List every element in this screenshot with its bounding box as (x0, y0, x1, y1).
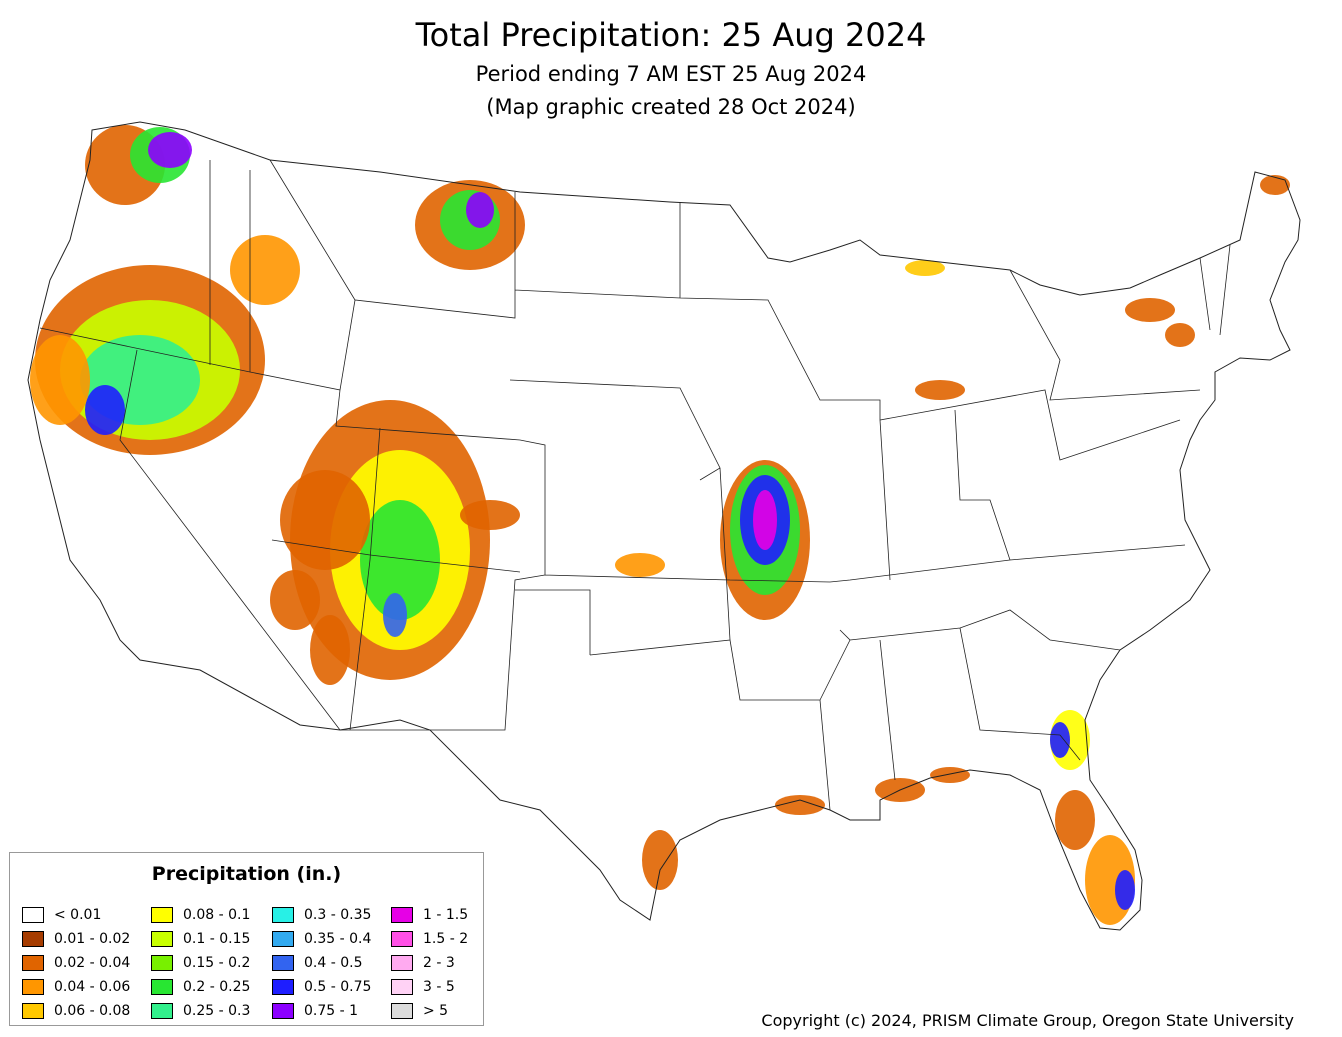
legend-item: 0.02 - 0.04 (22, 951, 130, 975)
legend-swatch (391, 1003, 413, 1019)
legend-swatch (272, 979, 294, 995)
legend-item: 0.04 - 0.06 (22, 975, 130, 999)
precipitation-area (270, 570, 320, 630)
precipitation-area (930, 767, 970, 783)
legend-item: 0.75 - 1 (272, 999, 371, 1023)
legend-swatch (272, 1003, 294, 1019)
precipitation-area (642, 830, 678, 890)
legend-item: 2 - 3 (391, 951, 468, 975)
legend-label: 0.01 - 0.02 (54, 931, 131, 947)
legend-item: 3 - 5 (391, 975, 468, 999)
precipitation-area (753, 490, 777, 550)
legend-swatch (22, 955, 44, 971)
legend-column-2: 0.08 - 0.1 0.1 - 0.15 0.15 - 0.2 0.2 - 0.25… (151, 903, 250, 1023)
legend-swatch (151, 955, 173, 971)
legend-item: > 5 (391, 999, 468, 1023)
precipitation-area (466, 192, 494, 228)
legend-label: 0.2 - 0.25 (183, 979, 251, 995)
legend-label: 1 - 1.5 (423, 907, 469, 923)
legend-label: 0.15 - 0.2 (183, 955, 251, 971)
legend-label: < 0.01 (54, 907, 102, 923)
legend-item: 0.08 - 0.1 (151, 903, 250, 927)
precipitation-area (230, 235, 300, 305)
precipitation-area (1050, 722, 1070, 758)
precipitation-area (460, 500, 520, 530)
precipitation-area (85, 385, 125, 435)
precipitation-area (615, 553, 665, 577)
legend-swatch (22, 907, 44, 923)
precipitation-area (775, 795, 825, 815)
legend-item: < 0.01 (22, 903, 130, 927)
legend-swatch (272, 907, 294, 923)
precipitation-areas (30, 125, 1290, 925)
legend-box: Precipitation (in.) < 0.01 0.01 - 0.02 0.0… (9, 852, 484, 1026)
legend-swatch (22, 1003, 44, 1019)
legend-label: 0.3 - 0.35 (304, 907, 372, 923)
legend-swatch (272, 955, 294, 971)
map-created-date: (Map graphic created 28 Oct 2024) (486, 95, 856, 119)
legend-label: 0.5 - 0.75 (304, 979, 372, 995)
precipitation-area (915, 380, 965, 400)
legend-label: 0.75 - 1 (304, 1003, 359, 1019)
legend-item: 1.5 - 2 (391, 927, 468, 951)
legend-column-1: < 0.01 0.01 - 0.02 0.02 - 0.04 0.04 - 0.06 0… (22, 903, 130, 1023)
legend-label: 0.1 - 0.15 (183, 931, 251, 947)
us-border (27, 121, 1301, 931)
legend-swatch (151, 931, 173, 947)
precipitation-area (148, 132, 192, 168)
legend-label: 1.5 - 2 (423, 931, 469, 947)
legend-swatch (391, 979, 413, 995)
legend-item: 1 - 1.5 (391, 903, 468, 927)
precipitation-area (280, 470, 370, 570)
legend-label: > 5 (423, 1003, 449, 1019)
legend-item: 0.15 - 0.2 (151, 951, 250, 975)
legend-item: 0.2 - 0.25 (151, 975, 250, 999)
precipitation-area (1115, 870, 1135, 910)
legend-item: 0.25 - 0.3 (151, 999, 250, 1023)
legend-swatch (22, 931, 44, 947)
legend-label: 0.04 - 0.06 (54, 979, 131, 995)
legend-swatch (22, 979, 44, 995)
legend-column-4: 1 - 1.5 1.5 - 2 2 - 3 3 - 5 > 5 (391, 903, 468, 1023)
legend-label: 0.4 - 0.5 (304, 955, 363, 971)
legend-label: 0.25 - 0.3 (183, 1003, 251, 1019)
legend-label: 2 - 3 (423, 955, 455, 971)
precipitation-area (1125, 298, 1175, 322)
precipitation-area (30, 335, 90, 425)
legend-swatch (151, 907, 173, 923)
precipitation-area (360, 500, 440, 620)
legend-item: 0.4 - 0.5 (272, 951, 371, 975)
precipitation-area (383, 593, 407, 637)
legend-item: 0.1 - 0.15 (151, 927, 250, 951)
legend-label: 0.35 - 0.4 (304, 931, 372, 947)
legend-item: 0.3 - 0.35 (272, 903, 371, 927)
legend-swatch (391, 907, 413, 923)
legend-label: 3 - 5 (423, 979, 455, 995)
legend-swatch (391, 955, 413, 971)
legend-label: 0.02 - 0.04 (54, 955, 131, 971)
legend-title: Precipitation (in.) (151, 863, 342, 885)
precipitation-area (310, 615, 350, 685)
precipitation-area (1055, 790, 1095, 850)
legend-swatch (151, 979, 173, 995)
map-title: Total Precipitation: 25 Aug 2024 (415, 16, 927, 54)
legend-item: 0.06 - 0.08 (22, 999, 130, 1023)
copyright-text: Copyright (c) 2024, PRISM Climate Group,… (761, 1011, 1294, 1030)
state-lines (39, 159, 1231, 811)
legend-item: 0.5 - 0.75 (272, 975, 371, 999)
legend-swatch (151, 1003, 173, 1019)
legend-label: 0.06 - 0.08 (54, 1003, 131, 1019)
legend-item: 0.01 - 0.02 (22, 927, 130, 951)
legend-swatch (391, 931, 413, 947)
map-subtitle: Period ending 7 AM EST 25 Aug 2024 (475, 62, 867, 86)
legend-swatch (272, 931, 294, 947)
legend-column-3: 0.3 - 0.35 0.35 - 0.4 0.4 - 0.5 0.5 - 0.75 0… (272, 903, 371, 1023)
precipitation-area (905, 260, 945, 276)
precipitation-area (1260, 175, 1290, 195)
us-outline (27, 121, 1301, 931)
legend-item: 0.35 - 0.4 (272, 927, 371, 951)
precipitation-area (1165, 323, 1195, 347)
legend-label: 0.08 - 0.1 (183, 907, 251, 923)
